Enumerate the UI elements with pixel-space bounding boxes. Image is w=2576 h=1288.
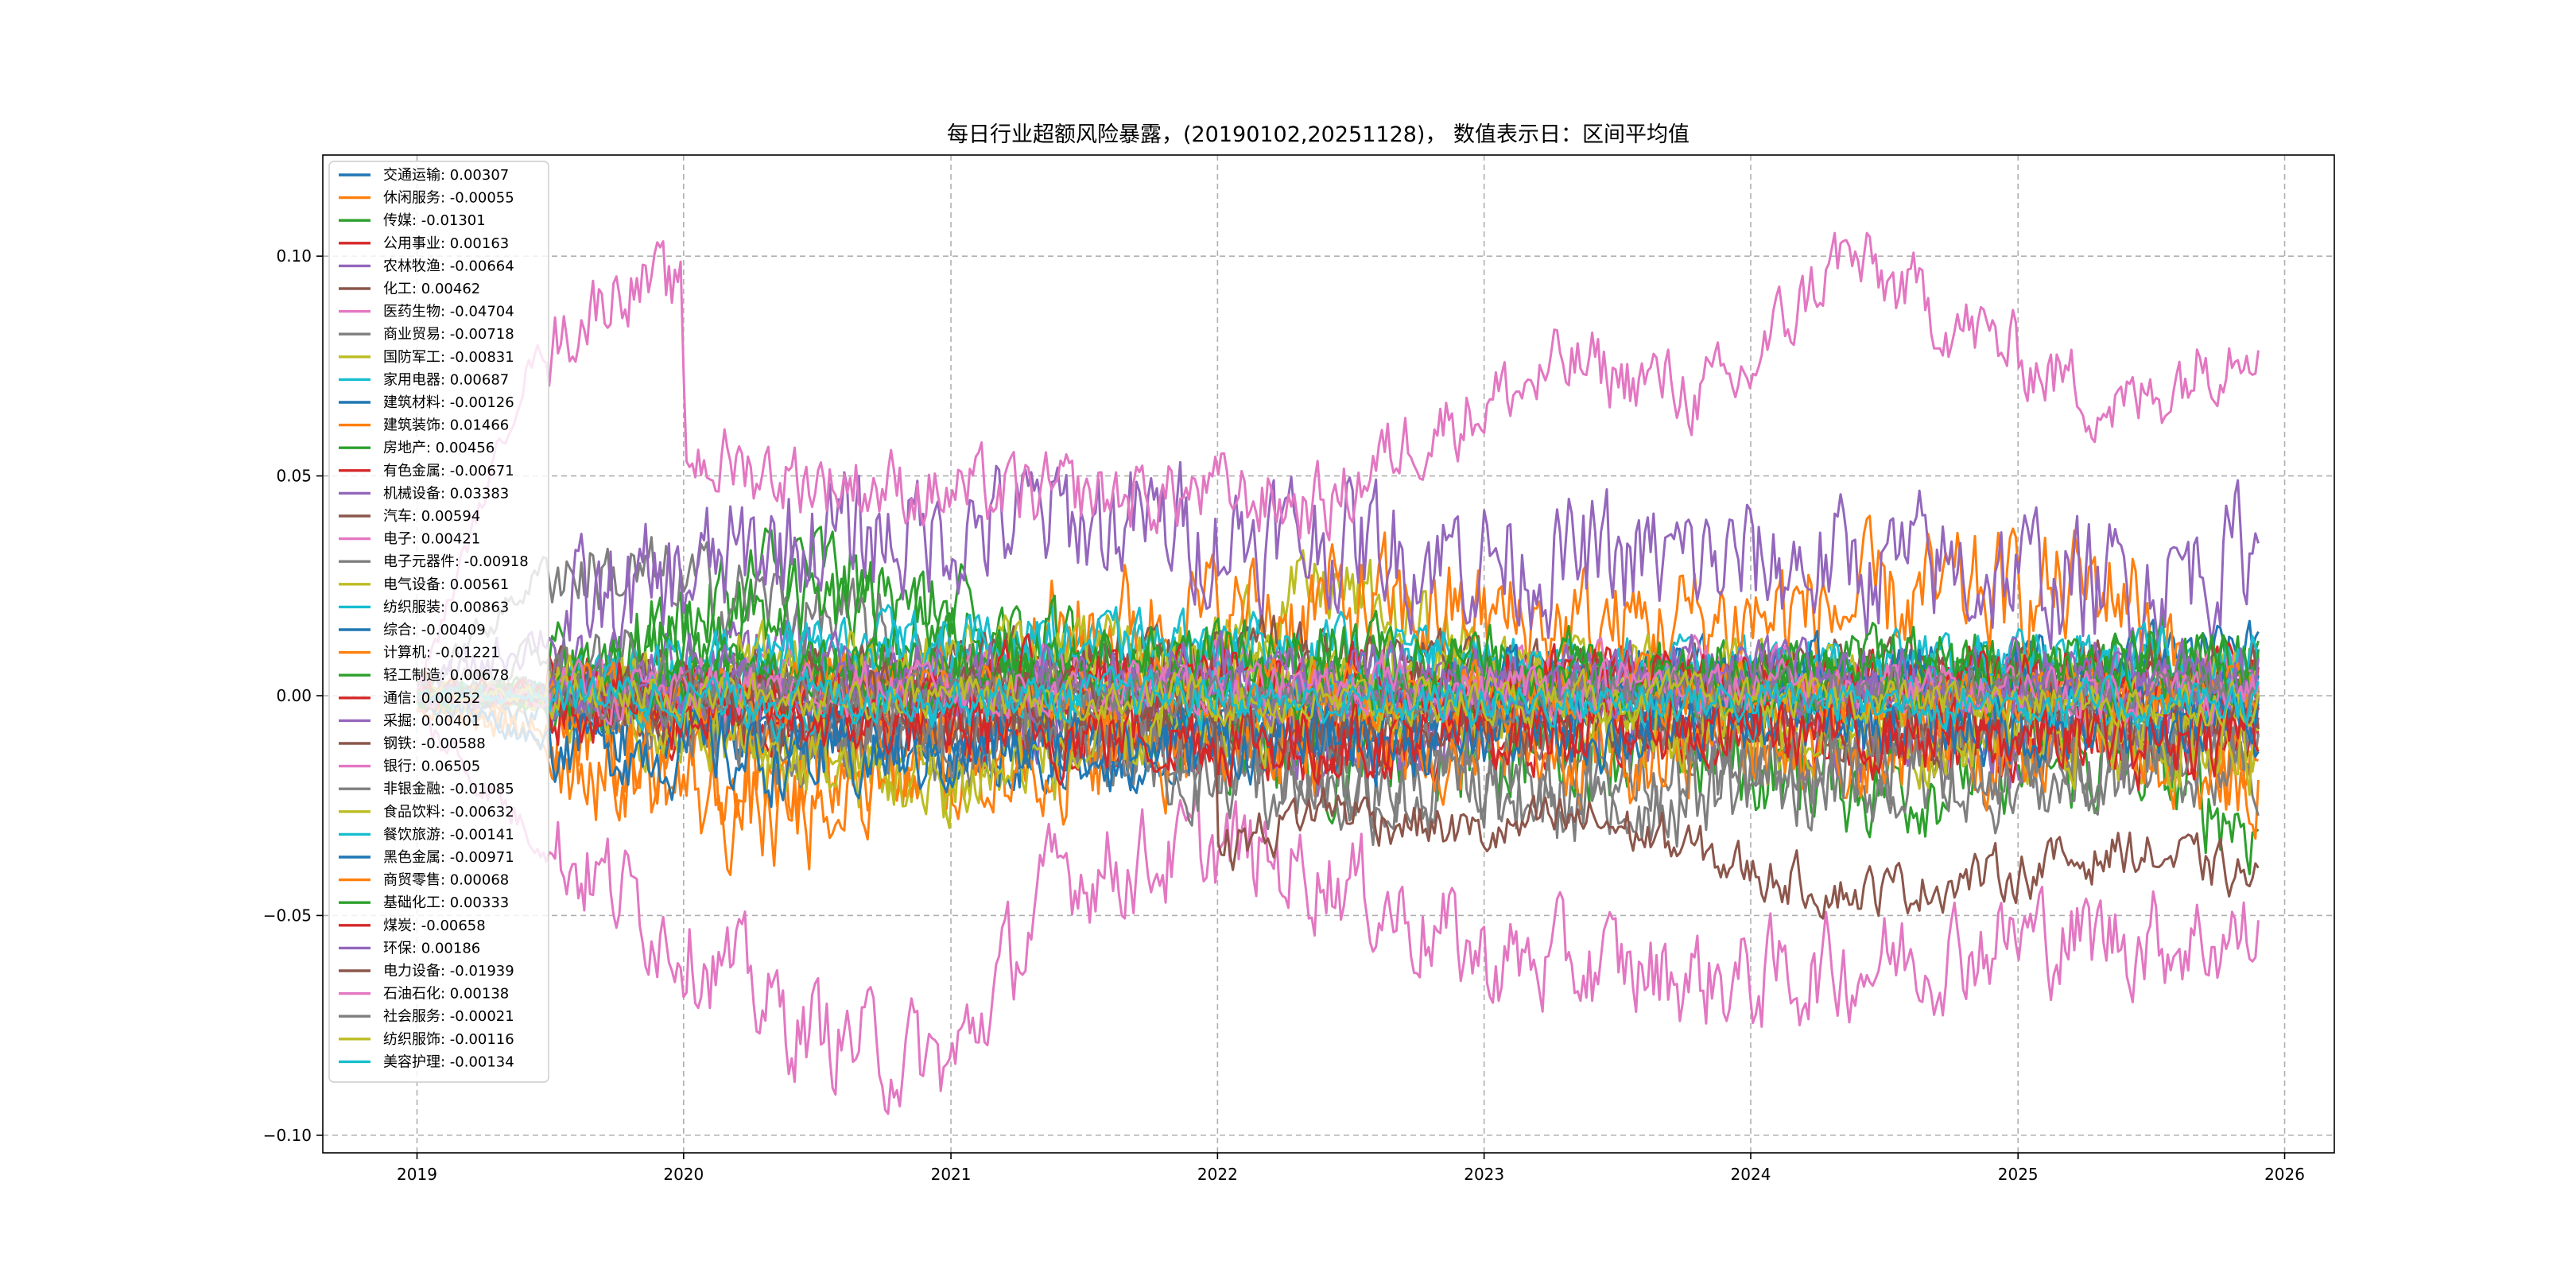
- series-line-14: [416, 460, 2260, 706]
- legend-entry: 医药生物: -0.04704: [383, 304, 514, 320]
- legend-entry: 商业贸易: -0.00718: [383, 326, 514, 343]
- x-tick-label: 2022: [1197, 1165, 1238, 1184]
- legend-entry: 非银金融: -0.01085: [383, 781, 514, 797]
- y-tick-label: 0.00: [276, 686, 312, 705]
- legend-entry: 传媒: -0.01301: [383, 212, 486, 229]
- x-tick-label: 2025: [1998, 1165, 2039, 1184]
- legend-entry: 煤炭: -0.00658: [383, 918, 486, 934]
- legend-entry: 纺织服饰: -0.00116: [383, 1031, 514, 1048]
- series-line-6: [417, 708, 2260, 1115]
- legend-entry: 美容护理: -0.00134: [383, 1053, 514, 1070]
- legend-entry: 石油石化: 0.00138: [383, 986, 509, 1003]
- x-tick-label: 2026: [2264, 1165, 2305, 1184]
- legend-entry: 家用电器: 0.00687: [383, 371, 509, 388]
- legend-entry: 餐饮旅游: -0.00141: [383, 826, 514, 843]
- series-line-17: [417, 644, 2260, 791]
- series-lines: [416, 231, 2260, 1115]
- legend: 交通运输: 0.00307 休闲服务: -0.00055 传媒: -0.01301 公…: [328, 161, 549, 1083]
- legend-entry: 商贸零售: 0.00068: [383, 872, 509, 889]
- legend-entry: 建筑装饰: 0.01466: [383, 417, 509, 434]
- legend-entry: 电力设备: -0.01939: [383, 963, 514, 980]
- x-tick-label: 2020: [663, 1165, 704, 1184]
- chart-title: 每日行业超额风险暴露，(20190102,20251128)， 数值表示日：区间…: [947, 122, 1690, 147]
- x-tick-label: 2023: [1464, 1165, 1504, 1184]
- legend-entry: 房地产: 0.00456: [383, 440, 495, 456]
- legend-entry: 建筑材料: -0.00126: [383, 394, 514, 411]
- axis-ticks: 2019 2020 2021 2022 2023 2024 2025 2026 −0.10 −0.…: [263, 246, 2305, 1184]
- legend-entry: 轻工制造: 0.00678: [383, 667, 509, 684]
- legend-entry: 计算机: -0.01221: [383, 645, 500, 661]
- legend-entry: 公用事业: 0.00163: [383, 235, 509, 252]
- legend-entry: 汽车: 0.00594: [383, 508, 480, 525]
- legend-entry: 食品饮料: -0.00632: [383, 804, 514, 821]
- y-tick-label: −0.05: [263, 906, 312, 925]
- series-line-39: [417, 665, 2260, 731]
- x-tick-label: 2019: [397, 1165, 437, 1184]
- legend-entry: 黑色金属: -0.00971: [383, 849, 514, 866]
- series-line-38: [417, 668, 2260, 729]
- y-tick-label: 0.05: [276, 467, 312, 486]
- legend-entry: 钢铁: -0.00588: [383, 735, 486, 752]
- x-tick-label: 2024: [1731, 1165, 1771, 1184]
- legend-box: [328, 161, 549, 1083]
- legend-entry: 电子: 0.00421: [383, 531, 480, 548]
- legend-entry: 银行: 0.06505: [383, 758, 480, 775]
- x-tick-label: 2021: [931, 1165, 972, 1184]
- legend-entry: 农林牧渔: -0.00664: [383, 258, 514, 274]
- legend-entry: 综合: -0.00409: [383, 622, 486, 638]
- y-tick-label: −0.10: [263, 1126, 312, 1145]
- legend-entry: 有色金属: -0.00671: [383, 463, 514, 479]
- series-line-26: [416, 231, 2260, 696]
- legend-entry: 化工: 0.00462: [383, 281, 480, 297]
- legend-entry: 通信: 0.00252: [383, 690, 480, 707]
- legend-entry: 交通运输: 0.00307: [383, 167, 509, 184]
- legend-entry: 环保: 0.00186: [383, 940, 480, 956]
- legend-entry: 纺织服装: 0.00863: [383, 599, 509, 615]
- y-tick-label: 0.10: [276, 246, 312, 266]
- legend-entry: 电子元器件: -0.00918: [383, 553, 529, 570]
- legend-entry: 社会服务: -0.00021: [383, 1008, 514, 1025]
- series-line-33: [417, 661, 2260, 788]
- legend-entry: 基础化工: 0.00333: [383, 894, 509, 911]
- series-line-36: [417, 657, 2260, 726]
- legend-entry: 休闲服务: -0.00055: [383, 190, 514, 207]
- legend-entry: 电气设备: 0.00561: [383, 576, 509, 593]
- legend-entry: 国防军工: -0.00831: [383, 349, 514, 366]
- legend-entry: 机械设备: 0.03383: [383, 485, 509, 502]
- legend-entry: 采掘: 0.00401: [383, 712, 480, 729]
- plot-frame: [322, 154, 2335, 1154]
